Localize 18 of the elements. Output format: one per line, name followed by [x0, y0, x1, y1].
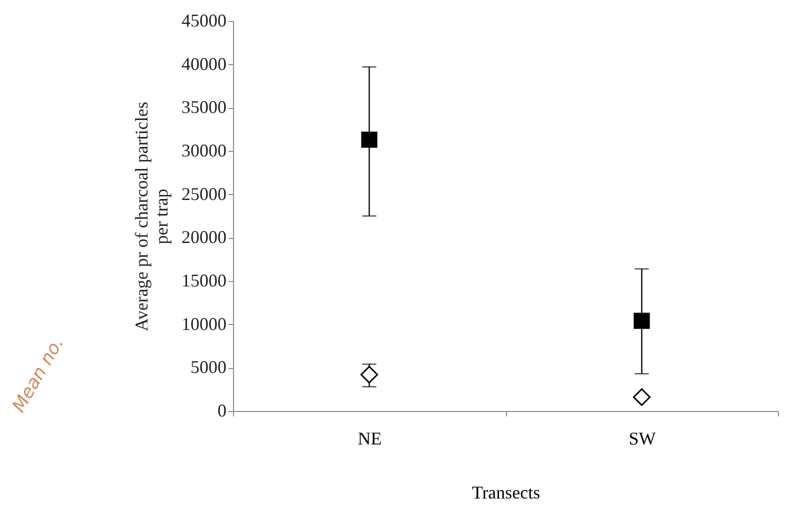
y-tick-label: 20000 [182, 227, 226, 248]
y-tick-label: 15000 [182, 270, 226, 290]
y-tick-label: 35000 [182, 97, 226, 118]
y-tick-label: 10000 [182, 314, 226, 334]
y-tick-label: 45000 [182, 10, 226, 30]
point [632, 388, 651, 406]
point [360, 366, 378, 384]
x-tick-label: SW [628, 428, 656, 448]
x-tick-label: NE [358, 428, 382, 448]
point [361, 132, 378, 148]
y-tick-label: 0 [218, 400, 226, 420]
y-axis-title: Average pr of charcoal particles per trap [132, 102, 172, 332]
y-tick-label: 30000 [182, 140, 226, 160]
y-tick-label: 5000 [190, 357, 226, 378]
y-tick-label: 40000 [182, 54, 226, 74]
x-axis-title: Transects [472, 482, 540, 502]
point [634, 312, 650, 329]
y-tick-label: 25000 [182, 184, 226, 204]
